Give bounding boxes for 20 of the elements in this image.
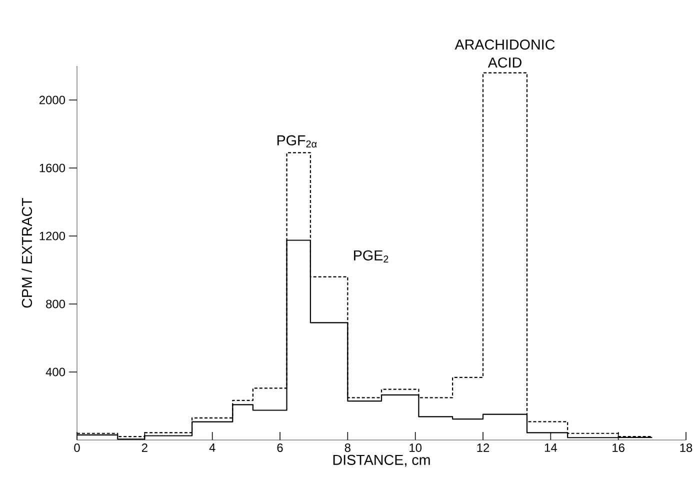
annotation: PGE$_{2}$ <box>354 250 388 262</box>
x-tick-label: 0 <box>74 444 80 452</box>
x-tick-label: 16 <box>612 444 624 452</box>
x-tick-label: 4 <box>209 444 216 452</box>
x-tick-label: 6 <box>277 444 283 452</box>
x-tick-label: 14 <box>544 444 557 452</box>
x-tick-label: 8 <box>344 444 350 452</box>
x-tick-label: 2 <box>142 444 148 452</box>
y-tick-label: 400 <box>46 368 66 376</box>
annotation: PGF$_{2α}$ <box>277 135 317 148</box>
x-tick-label: 10 <box>410 444 422 452</box>
y-tick-label: 1200 <box>40 232 66 240</box>
y-tick-label: 800 <box>46 300 66 308</box>
y-tick-label: 2000 <box>39 96 66 104</box>
x-tick-label: 12 <box>477 444 490 452</box>
y-axis-title: CPM / EXTRACT <box>22 198 32 308</box>
y-tick-label: 1600 <box>40 164 66 172</box>
x-axis-title: DISTANCE, cm <box>333 454 430 467</box>
x-tick-label: 18 <box>680 444 692 452</box>
annotation: ARACHIDONIC ACID <box>454 40 555 68</box>
